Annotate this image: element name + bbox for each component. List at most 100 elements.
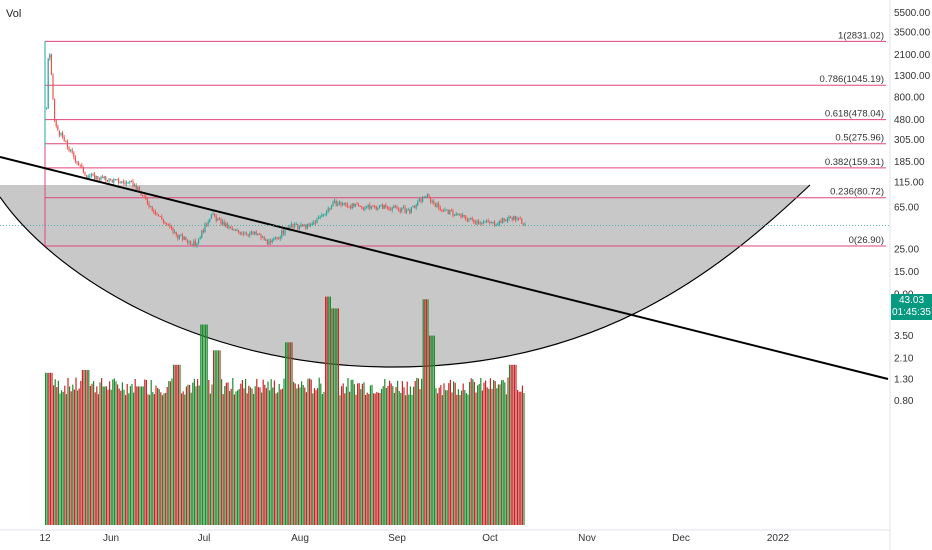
candle-body <box>388 207 390 210</box>
volume-bar <box>328 296 330 525</box>
volume-bar <box>510 364 512 525</box>
volume-bar <box>225 382 227 525</box>
volume-bar <box>406 381 408 525</box>
candle-body <box>460 214 462 218</box>
candle-body <box>260 234 262 238</box>
fib-level-label: 0.618(478.04) <box>825 109 884 120</box>
candle-body <box>247 234 249 236</box>
candle-body <box>198 239 200 244</box>
volume-bar <box>149 394 151 525</box>
candle-body <box>484 221 486 223</box>
volume-bar <box>56 387 58 525</box>
candle-body <box>436 203 438 207</box>
volume-bar <box>88 370 90 525</box>
candle-body <box>222 221 224 224</box>
volume-bar <box>461 390 463 525</box>
volume-bar <box>443 383 445 525</box>
volume-bar <box>449 379 451 525</box>
volume-bar <box>301 381 303 525</box>
candle-body <box>286 227 288 228</box>
candle-body <box>138 187 140 192</box>
y-tick-label: 65.00 <box>894 203 919 214</box>
volume-bar <box>289 342 291 525</box>
candle-body <box>489 221 491 224</box>
volume-bar <box>454 382 456 525</box>
candle-body <box>110 178 112 180</box>
candle-body <box>338 202 340 204</box>
candle-body <box>519 218 521 220</box>
candle-body <box>102 176 104 179</box>
volume-bar <box>197 379 199 525</box>
candle-body <box>278 237 280 239</box>
volume-bar <box>221 379 223 525</box>
volume-bar <box>507 377 509 525</box>
volume-bar <box>355 394 357 525</box>
volume-bar <box>373 393 375 525</box>
volume-bar <box>65 394 67 525</box>
candle-body <box>428 194 430 198</box>
volume-bar <box>341 386 343 525</box>
volume-bar <box>368 394 370 525</box>
candle-body <box>351 203 353 209</box>
candle-body <box>377 208 379 210</box>
candle-body <box>378 205 380 209</box>
volume-bar <box>281 388 283 525</box>
candle-body <box>236 230 238 231</box>
volume-bar <box>323 391 325 525</box>
volume-bar <box>302 385 304 525</box>
volume-bar <box>381 388 383 525</box>
candle-body <box>223 221 225 226</box>
candle-body <box>444 209 446 212</box>
volume-bar <box>392 386 394 525</box>
volume-bar <box>96 386 98 525</box>
candle-body <box>324 214 326 216</box>
candle-body <box>134 184 136 187</box>
volume-bar <box>285 342 287 525</box>
candle-body <box>185 236 187 241</box>
candle-body <box>194 240 196 246</box>
candle-body <box>334 200 336 203</box>
candle-body <box>180 235 182 236</box>
candle-body <box>426 194 428 197</box>
volume-bar <box>192 382 194 525</box>
candle-body <box>87 176 89 178</box>
volume-bar <box>512 364 514 525</box>
candle-body <box>502 218 504 223</box>
volume-bar <box>246 393 248 525</box>
candle-body <box>415 205 417 208</box>
candle-body <box>100 176 102 180</box>
volume-bar <box>136 386 138 525</box>
candle-body <box>274 237 276 240</box>
candle-body <box>162 219 164 223</box>
volume-bar <box>317 388 319 525</box>
volume-bar <box>481 390 483 525</box>
candle-body <box>84 172 86 176</box>
volume-bar <box>299 387 301 525</box>
volume-bar <box>120 390 122 525</box>
volume-bar <box>486 387 488 525</box>
volume-bar <box>173 364 175 525</box>
candle-body <box>521 219 523 224</box>
volume-bar <box>137 386 139 525</box>
candle-body <box>441 210 443 212</box>
last-price-tag: 43.03 01:45:35 <box>891 294 932 320</box>
candle-body <box>500 220 502 223</box>
volume-bar <box>296 388 298 525</box>
volume-bar <box>177 364 179 525</box>
volume-bar <box>369 385 371 525</box>
volume-bar <box>321 394 323 525</box>
candle-body <box>103 176 105 179</box>
candle-body <box>492 222 494 223</box>
volume-bar <box>409 386 411 525</box>
volume-bar <box>176 364 178 525</box>
volume-bar <box>446 390 448 525</box>
volume-bar <box>344 393 346 525</box>
volume-bar <box>499 384 501 525</box>
candle-body <box>225 223 227 226</box>
candle-body <box>76 161 78 163</box>
volume-bar <box>110 389 112 525</box>
candle-body <box>458 214 460 216</box>
volume-bar <box>432 335 434 525</box>
candle-body <box>522 223 524 225</box>
